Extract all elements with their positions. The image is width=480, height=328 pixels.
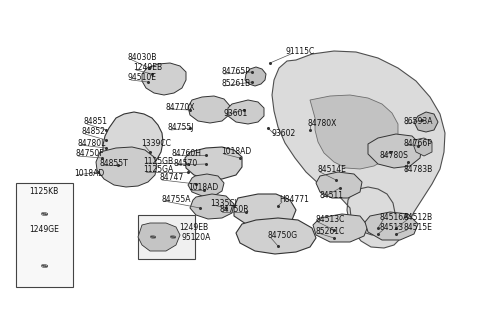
Text: 1339CC: 1339CC	[141, 138, 171, 148]
Text: 84780S: 84780S	[380, 151, 409, 159]
Text: 1249GE: 1249GE	[29, 226, 59, 235]
Text: 93602: 93602	[272, 129, 296, 137]
Polygon shape	[316, 172, 362, 198]
Text: 84755A: 84755A	[161, 195, 191, 203]
Polygon shape	[185, 147, 242, 179]
Text: 84513: 84513	[380, 223, 404, 233]
Polygon shape	[245, 67, 266, 86]
Text: 84851: 84851	[84, 117, 108, 127]
Text: 84750R: 84750R	[219, 206, 249, 215]
Text: 84765P: 84765P	[221, 68, 250, 76]
Text: 84766P: 84766P	[403, 138, 432, 148]
Text: 84513C: 84513C	[315, 215, 344, 224]
Text: 84515E: 84515E	[404, 223, 433, 233]
Polygon shape	[234, 194, 296, 227]
Text: 1125GB: 1125GB	[143, 156, 173, 166]
Polygon shape	[103, 112, 163, 175]
Text: 91115C: 91115C	[285, 48, 314, 56]
Polygon shape	[310, 95, 398, 169]
Text: 1125KB: 1125KB	[29, 188, 58, 196]
Text: 1335CJ: 1335CJ	[210, 198, 237, 208]
Text: H84771: H84771	[279, 195, 309, 204]
Text: 84780L: 84780L	[77, 138, 106, 148]
Text: 84030B: 84030B	[127, 52, 156, 62]
Text: 1018AD: 1018AD	[188, 183, 218, 193]
Text: 84750F: 84750F	[75, 150, 104, 158]
Text: 85261C: 85261C	[315, 227, 344, 236]
Text: 1018AD: 1018AD	[221, 148, 251, 156]
Polygon shape	[188, 174, 224, 196]
Polygon shape	[236, 218, 316, 254]
Text: 84747: 84747	[159, 174, 183, 182]
Polygon shape	[272, 51, 445, 248]
Text: 84852: 84852	[82, 128, 106, 136]
Text: 1249EB: 1249EB	[179, 223, 208, 233]
Polygon shape	[188, 96, 230, 123]
Polygon shape	[190, 194, 234, 219]
Text: 84780X: 84780X	[307, 118, 336, 128]
Text: 84755J: 84755J	[168, 124, 194, 133]
Text: 84516A: 84516A	[380, 214, 409, 222]
Bar	[16, 183, 73, 287]
Text: 84770X: 84770X	[166, 102, 195, 112]
Text: 84511: 84511	[319, 192, 343, 200]
Text: 84855T: 84855T	[100, 158, 129, 168]
Polygon shape	[228, 100, 264, 124]
Polygon shape	[96, 147, 157, 187]
Polygon shape	[413, 138, 432, 156]
Text: 94510E: 94510E	[128, 73, 157, 83]
Text: 93601: 93601	[224, 109, 248, 117]
Polygon shape	[313, 214, 368, 242]
Text: 86593A: 86593A	[403, 117, 432, 127]
Text: 84570: 84570	[174, 158, 198, 168]
Polygon shape	[414, 112, 438, 132]
Bar	[138, 215, 195, 259]
Polygon shape	[142, 63, 186, 95]
Text: 84750G: 84750G	[268, 232, 298, 240]
Text: 1249EB: 1249EB	[133, 64, 162, 72]
Polygon shape	[368, 134, 422, 168]
Text: 1125GA: 1125GA	[143, 166, 173, 174]
Text: 95120A: 95120A	[181, 234, 210, 242]
Text: 84783B: 84783B	[403, 166, 432, 174]
Text: 85261B: 85261B	[221, 79, 250, 89]
Polygon shape	[138, 223, 180, 251]
Text: 84512B: 84512B	[404, 214, 433, 222]
Polygon shape	[365, 212, 418, 240]
Text: 84760H: 84760H	[172, 149, 202, 157]
Text: 84514E: 84514E	[317, 166, 346, 174]
Text: 1018AD: 1018AD	[74, 169, 104, 177]
